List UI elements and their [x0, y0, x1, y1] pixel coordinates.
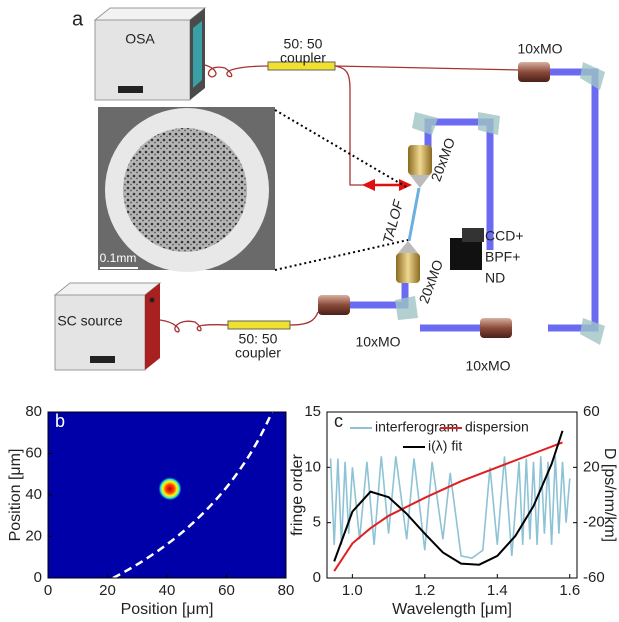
legend-label: i(λ) fit	[428, 438, 462, 454]
legend-label: interferogram	[375, 419, 458, 435]
camera-label: CCD+	[485, 228, 524, 244]
objective-label: 20xMO	[416, 258, 447, 306]
fiber-core	[123, 128, 247, 252]
x-tick-label: 60	[218, 582, 235, 599]
y-tick-label: 5	[313, 514, 321, 531]
camera-label: ND	[485, 270, 505, 286]
fiber-label: TALOF	[379, 197, 406, 245]
y-axis-label: fringe order	[289, 453, 306, 535]
y-tick-label: 40	[25, 486, 42, 503]
objective	[408, 145, 432, 175]
beam	[548, 72, 595, 328]
zoom-line	[275, 110, 408, 188]
coupler-label: coupler	[280, 50, 326, 66]
source-top	[55, 283, 160, 295]
x-tick-label: 0	[44, 582, 52, 599]
x-tick-label: 1.6	[559, 582, 580, 599]
y2-tick-label: 20	[583, 458, 600, 475]
objective-tip	[398, 241, 418, 253]
fiber	[335, 66, 520, 70]
source-side	[145, 283, 160, 370]
osa-label: OSA	[125, 31, 155, 47]
x-tick-label: 20	[99, 582, 116, 599]
objective	[396, 253, 420, 283]
x-axis-label: Wavelength [μm]	[392, 601, 512, 618]
legend-label: dispersion	[465, 419, 529, 435]
intensity-spot	[158, 477, 182, 501]
x-axis-label: Position [μm]	[121, 601, 214, 618]
fiber	[290, 312, 318, 325]
objective	[480, 318, 512, 338]
fiber	[205, 65, 270, 77]
objective-label: 10xMO	[355, 334, 400, 350]
fiber	[160, 320, 230, 332]
x-tick-label: 1.2	[414, 582, 435, 599]
camera	[450, 238, 482, 270]
y-tick-label: 80	[25, 403, 42, 420]
y-tick-label: 0	[34, 569, 42, 586]
y2-tick-label: -60	[583, 569, 605, 586]
objective	[318, 295, 350, 315]
y2-axis-label: D [ps/nm/km]	[601, 448, 618, 542]
mirror	[580, 318, 605, 345]
panel-label: b	[55, 411, 65, 431]
y2-tick-label: 60	[583, 403, 600, 420]
objective-label: 10xMO	[517, 41, 562, 57]
x-tick-label: 40	[159, 582, 176, 599]
source-port	[150, 298, 155, 303]
coupler-label: coupler	[235, 345, 281, 361]
figure: a OSA SC source 50: 50 coupler 50: 50 co…	[0, 0, 619, 622]
mirror	[478, 112, 500, 135]
camera-lens	[462, 228, 484, 242]
source-slot	[90, 356, 115, 363]
objective-label: 10xMO	[465, 358, 510, 374]
y-tick-label: 0	[313, 569, 321, 586]
osa-screen	[193, 21, 202, 88]
fiber-under-test	[409, 188, 419, 241]
panel-label: a	[72, 8, 84, 30]
coupler	[228, 321, 290, 329]
x-tick-label: 1.4	[487, 582, 508, 599]
x-tick-label: 1.0	[342, 582, 363, 599]
objective-label: 20xMO	[428, 136, 459, 184]
y-axis-label: Position [μm]	[7, 449, 24, 542]
osa-top	[95, 8, 205, 20]
source-label: SC source	[57, 313, 123, 329]
y-tick-label: 60	[25, 444, 42, 461]
mirror	[395, 296, 418, 320]
y-tick-label: 15	[304, 403, 321, 420]
setup-diagram: a OSA SC source 50: 50 coupler 50: 50 co…	[55, 8, 605, 374]
y-tick-label: 20	[25, 527, 42, 544]
fiber	[335, 66, 410, 185]
osa-slot	[118, 86, 143, 93]
y-tick-label: 10	[304, 458, 321, 475]
scale-bar-label: 0.1mm	[100, 251, 137, 265]
zoom-line	[275, 240, 408, 270]
x-tick-label: 80	[278, 582, 295, 599]
chart-c: 1.0 1.2 1.4 1.6 0 5 10 15 Wavelength [μm] fringe …	[289, 403, 618, 618]
camera-label: BPF+	[485, 249, 520, 265]
panel-label: c	[334, 411, 343, 431]
chart-b: 0 20 40 60 80 0 20 40 60 80 Position [μm] Position …	[7, 403, 294, 618]
objective	[518, 62, 550, 82]
mirror	[412, 112, 438, 135]
